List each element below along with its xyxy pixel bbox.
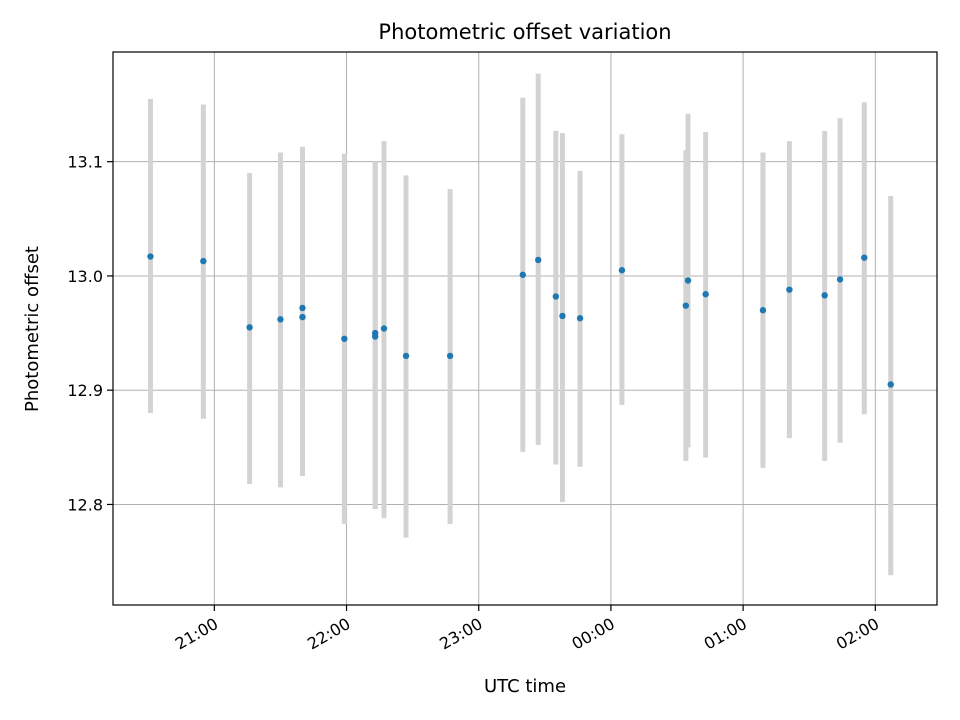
data-point xyxy=(559,312,566,320)
data-point xyxy=(299,304,306,312)
y-tick-label: 13.1 xyxy=(67,153,103,172)
data-point xyxy=(535,256,542,264)
data-point xyxy=(277,316,284,323)
data-point xyxy=(246,324,253,331)
chart-title: Photometric offset variation xyxy=(378,20,671,44)
plot-frame xyxy=(112,51,938,606)
x-axis-label: UTC time xyxy=(484,676,566,697)
y-tick-label: 12.9 xyxy=(67,381,103,400)
data-point xyxy=(299,313,306,321)
data-point xyxy=(682,302,690,309)
data-point xyxy=(402,352,410,360)
y-tick-label: 12.8 xyxy=(67,495,103,514)
y-tick-label: 13.0 xyxy=(67,267,103,286)
data-point xyxy=(200,257,207,265)
data-point xyxy=(519,271,526,278)
data-point xyxy=(576,315,584,322)
y-axis: 12.8 12.9 13.0 13.1 xyxy=(67,153,113,514)
data-point xyxy=(446,352,454,360)
data-point xyxy=(759,307,767,314)
data-point xyxy=(861,254,868,261)
data-point xyxy=(341,335,348,342)
y-axis-label: Photometric offset xyxy=(22,246,43,412)
data-point xyxy=(786,286,793,293)
data-point xyxy=(702,291,709,298)
data-points xyxy=(147,253,894,388)
data-point xyxy=(618,267,626,274)
data-point xyxy=(380,325,388,332)
data-point xyxy=(371,329,379,337)
data-point xyxy=(887,381,894,388)
data-point xyxy=(821,292,828,299)
data-point xyxy=(684,277,692,284)
data-point xyxy=(147,253,154,260)
data-point xyxy=(836,276,844,283)
data-point xyxy=(552,293,560,300)
